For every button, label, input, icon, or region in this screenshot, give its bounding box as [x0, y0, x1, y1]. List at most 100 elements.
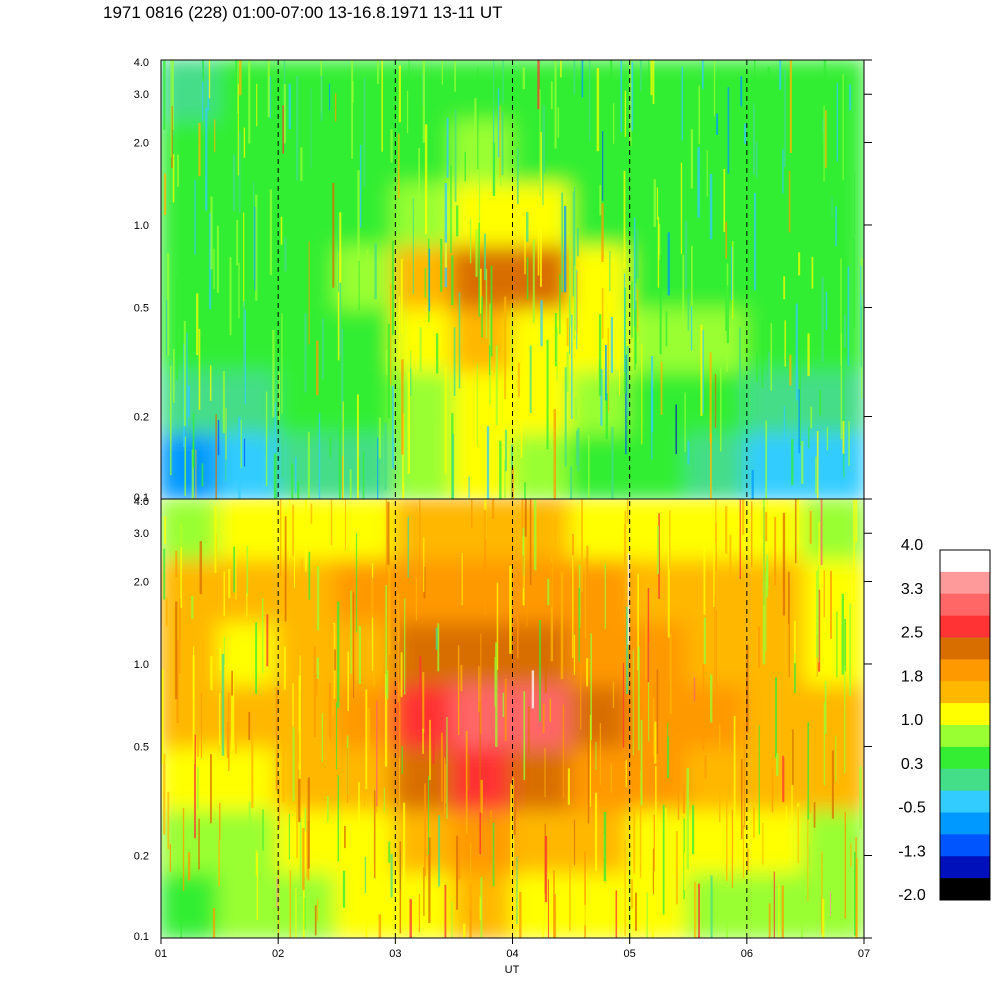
texture-streak [213, 147, 215, 214]
heatmap-cell [744, 371, 808, 439]
texture-streak [524, 482, 526, 499]
texture-streak [418, 893, 421, 933]
texture-streak [440, 238, 443, 292]
texture-streak [444, 884, 447, 938]
x-tick-label: 05 [624, 948, 636, 960]
texture-streak [231, 695, 233, 757]
heatmap-cell [451, 873, 515, 938]
texture-streak [848, 420, 850, 466]
texture-streak [231, 670, 234, 696]
texture-streak [409, 899, 412, 938]
heatmap-cell [451, 559, 515, 627]
texture-streak [469, 218, 472, 264]
texture-streak [283, 84, 286, 144]
texture-streak [424, 268, 426, 298]
heatmap-cell [334, 246, 398, 313]
texture-streak [226, 721, 229, 758]
texture-streak [765, 512, 768, 542]
texture-streak [478, 666, 480, 713]
texture-streak [293, 532, 296, 589]
y-tick-label: 3.0 [134, 528, 149, 540]
texture-streak [183, 320, 186, 427]
texture-streak [823, 702, 826, 786]
texture-streak [458, 292, 461, 389]
texture-streak [718, 724, 721, 823]
heatmap-cell [744, 120, 808, 188]
texture-streak [556, 327, 558, 381]
texture-streak [454, 109, 457, 202]
heatmap-cell [744, 810, 808, 878]
texture-streak [854, 173, 856, 235]
texture-streak [337, 252, 340, 361]
heatmap-cell [161, 308, 222, 376]
heatmap-cell [803, 183, 864, 251]
texture-streak [537, 60, 540, 110]
texture-streak [180, 515, 183, 548]
texture-streak [389, 283, 392, 386]
texture-streak [677, 713, 680, 821]
texture-streak [438, 815, 441, 887]
heatmap-cell [569, 246, 632, 313]
texture-streak [657, 525, 659, 574]
texture-streak [298, 675, 301, 779]
texture-streak [214, 505, 217, 574]
texture-streak [280, 499, 282, 577]
texture-streak [818, 521, 820, 581]
texture-streak [344, 825, 346, 849]
texture-streak [451, 901, 453, 938]
heatmap-cell [627, 685, 691, 752]
texture-streak [422, 672, 425, 733]
texture-streak [308, 241, 310, 345]
texture-streak [163, 548, 166, 600]
heatmap-cell [276, 499, 339, 564]
texture-streak [762, 823, 764, 865]
texture-streak [662, 804, 665, 915]
heatmap-cell [393, 499, 456, 564]
texture-streak [385, 584, 388, 695]
texture-streak [762, 499, 765, 583]
colorbar-swatch [940, 571, 990, 595]
texture-streak [652, 848, 655, 895]
heatmap-cell [451, 371, 515, 439]
texture-streak [341, 328, 344, 423]
texture-streak [429, 719, 431, 781]
texture-streak [813, 802, 816, 828]
texture-streak [296, 799, 298, 859]
texture-streak [618, 315, 621, 396]
texture-streak [766, 500, 768, 560]
texture-streak [603, 812, 607, 882]
texture-streak [787, 624, 790, 685]
texture-streak [163, 173, 167, 216]
texture-streak [432, 715, 435, 765]
heatmap-cell [569, 499, 632, 564]
heatmap-cell [276, 559, 339, 627]
texture-streak [653, 814, 656, 872]
texture-streak [438, 386, 440, 423]
texture-streak [232, 643, 235, 750]
texture-streak [702, 330, 704, 414]
texture-streak [633, 217, 636, 327]
texture-streak [228, 568, 231, 599]
texture-streak [213, 248, 215, 289]
texture-streak [407, 516, 409, 578]
texture-streak [383, 787, 385, 813]
texture-streak [422, 60, 425, 143]
texture-streak [358, 782, 360, 837]
texture-streak [294, 456, 297, 493]
x-tick-label: 01 [155, 948, 167, 960]
texture-streak [288, 814, 290, 860]
texture-streak [526, 257, 529, 300]
texture-streak [479, 268, 482, 314]
texture-streak [645, 590, 647, 680]
y-tick-label: 3.0 [134, 89, 149, 101]
texture-streak [401, 746, 403, 774]
texture-streak [835, 735, 837, 782]
texture-streak [683, 852, 686, 891]
texture-streak [358, 626, 361, 684]
texture-streak [316, 340, 319, 396]
texture-streak [332, 182, 335, 288]
heatmap-cell [510, 499, 574, 564]
texture-streak [201, 60, 204, 122]
texture-streak [222, 371, 225, 433]
texture-streak [807, 797, 809, 902]
